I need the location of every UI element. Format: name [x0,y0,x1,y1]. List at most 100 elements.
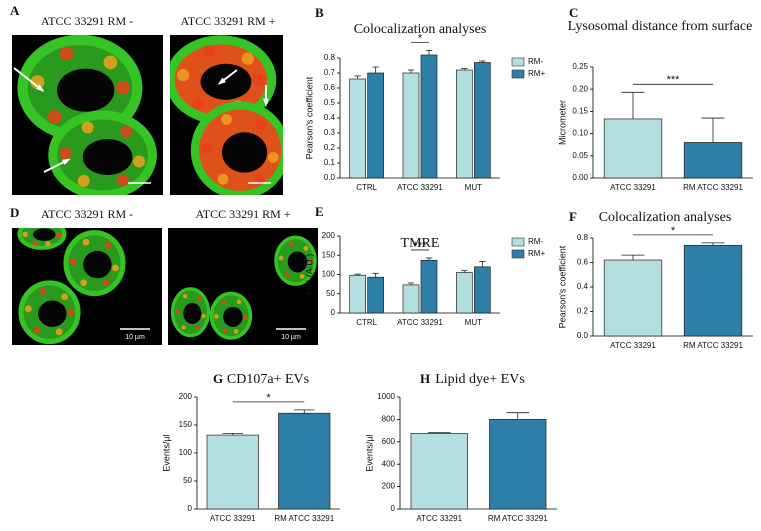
y-tick-label: 0.7 [324,68,336,77]
organelle [221,298,227,304]
organelle [33,326,41,334]
cell-core [223,306,243,327]
x-tick-label: ATCC 33291 [416,514,462,523]
cell-core [82,139,133,175]
organelle [299,274,305,279]
y-axis-label: MFI (A.U.) [304,254,314,296]
bar [410,433,468,510]
legend-label: RM- [528,237,543,246]
cell-core [38,300,67,327]
organelle [102,278,110,286]
bar [278,412,331,510]
organelle [61,293,69,301]
y-tick-label: 0.00 [572,173,588,182]
organelle [182,294,188,299]
organelle [32,240,38,247]
x-tick-label: CTRL [356,318,377,327]
organelle [284,272,290,278]
organelle [69,258,77,266]
chart-title: CD107a+ EVs [227,372,309,387]
bar [367,276,385,314]
panel-label: E [315,204,324,219]
organelle [120,125,133,138]
bar [455,272,473,314]
image-caption: ATCC 33291 RM + [180,14,275,28]
x-tick-label: RM ATCC 33291 [274,514,334,523]
y-tick-label: 0 [331,308,336,317]
y-tick-label: 0.8 [324,53,336,62]
bar [206,434,259,510]
x-tick-label: ATCC 33291 [210,514,256,523]
organelle [267,152,279,163]
y-tick-label: 200 [179,392,193,401]
organelle [81,121,94,134]
y-tick-label: 0.8 [577,233,589,242]
organelle [133,155,146,168]
y-tick-label: 0.6 [324,83,336,92]
cells [17,35,157,195]
organelle [307,258,313,264]
organelle [67,308,75,316]
cell-core [287,251,308,273]
y-tick-label: 100 [179,448,193,457]
organelle [55,328,63,336]
organelle [103,55,118,70]
y-tick-label: 0.1 [324,158,336,167]
legend-swatch [511,69,525,79]
y-tick-label: 600 [382,437,396,446]
organelle [82,238,90,246]
bar [603,118,663,179]
y-tick-label: 150 [322,250,336,259]
panel-label: F [569,209,577,224]
x-tick-label: RM ATCC 33291 [488,514,548,523]
organelle [200,142,212,154]
organelle [222,328,228,334]
organelle [80,279,88,287]
y-tick-label: 50 [326,289,335,298]
organelle [195,324,200,330]
x-tick-label: MUT [465,183,482,192]
organelle [214,314,219,319]
legend-swatch [511,237,525,247]
y-tick-label: 0.2 [324,143,336,152]
organelle [217,173,229,185]
scale-label: 10 µm [281,334,301,341]
significance-label: * [418,32,423,44]
y-tick-label: 0.25 [572,62,588,71]
arrow-head [217,77,226,85]
cells [170,235,317,340]
chart-title: Colocalization analyses [599,210,732,225]
organelle [203,45,216,58]
y-tick-label: 0.4 [577,282,589,291]
x-tick-label: ATCC 33291 [397,183,443,192]
panel-label: A [10,3,20,18]
image-caption: ATCC 33291 RM - [41,207,133,221]
organelle [47,110,62,124]
organelle [116,174,129,187]
y-tick-label: 0.20 [572,84,588,93]
organelle [174,309,180,314]
y-tick-label: 400 [382,459,396,468]
chart-title: Lipid dye+ EVs [435,372,525,387]
y-tick-label: 200 [382,482,396,491]
panel-label: H [420,371,430,386]
organelle [303,246,309,251]
organelle [31,222,36,227]
organelle [59,46,74,61]
x-tick-label: MUT [465,318,482,327]
bar [420,54,438,179]
arrow-head [263,98,269,107]
organelle [181,325,186,330]
organelle [201,313,206,319]
cells [17,222,126,345]
organelle [49,222,54,227]
cell-core [200,63,252,100]
y-axis-label: Pearson's coefficient [557,245,567,328]
y-tick-label: 50 [183,476,192,485]
arrow-head [62,158,71,165]
panel-label: G [213,371,223,386]
organelle [77,174,90,187]
y-tick-label: 200 [322,231,336,240]
bar [349,274,367,314]
bar [455,69,473,179]
